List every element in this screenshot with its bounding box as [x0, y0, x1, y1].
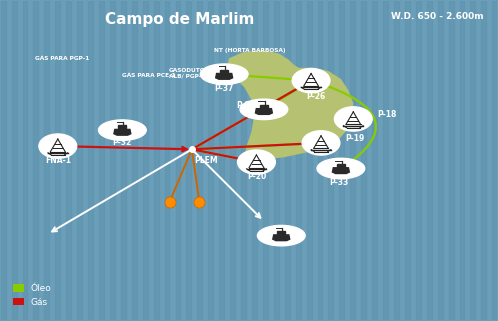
Polygon shape: [337, 164, 345, 169]
Polygon shape: [119, 126, 126, 130]
Bar: [350, 1, 355, 320]
Bar: [329, 1, 333, 320]
Circle shape: [238, 150, 275, 174]
Bar: [197, 1, 202, 320]
Bar: [427, 1, 432, 320]
Text: P-20: P-20: [247, 172, 266, 181]
Bar: [274, 1, 279, 320]
Bar: [460, 1, 465, 320]
Bar: [482, 1, 487, 320]
Text: W.D. 650 - 2.600m: W.D. 650 - 2.600m: [391, 12, 484, 21]
Text: P-37: P-37: [215, 84, 234, 93]
Bar: [175, 1, 180, 320]
Bar: [121, 1, 126, 320]
Bar: [339, 1, 344, 320]
Bar: [361, 1, 366, 320]
Ellipse shape: [99, 120, 146, 140]
Bar: [372, 1, 377, 320]
Bar: [143, 1, 147, 320]
Circle shape: [302, 131, 340, 155]
Text: P-19: P-19: [345, 134, 364, 143]
Bar: [33, 1, 38, 320]
Text: P-26: P-26: [306, 92, 326, 101]
Bar: [296, 1, 301, 320]
Ellipse shape: [257, 225, 305, 246]
Bar: [263, 1, 268, 320]
Polygon shape: [227, 50, 353, 159]
Bar: [88, 1, 93, 320]
Text: GÁS PARA PGP-1: GÁS PARA PGP-1: [35, 56, 90, 61]
Bar: [154, 1, 158, 320]
Bar: [22, 1, 27, 320]
Bar: [219, 1, 224, 320]
Legend: Óleo, Gás: Óleo, Gás: [10, 282, 54, 309]
Polygon shape: [220, 70, 228, 74]
Polygon shape: [255, 108, 272, 114]
Ellipse shape: [317, 158, 365, 179]
Text: Campo de Marlim: Campo de Marlim: [105, 12, 254, 27]
Bar: [416, 1, 421, 320]
Bar: [11, 1, 16, 320]
Bar: [438, 1, 443, 320]
Polygon shape: [277, 231, 285, 236]
Text: P-32: P-32: [113, 138, 132, 147]
Text: GÁS PARA PCE-1: GÁS PARA PCE-1: [123, 74, 176, 78]
Text: GASODUTO
ALB/ PGP-1: GASODUTO ALB/ PGP-1: [169, 68, 205, 78]
Text: NT (HORTA BARBOSA): NT (HORTA BARBOSA): [214, 48, 286, 53]
Text: P-18: P-18: [377, 110, 396, 119]
Bar: [55, 1, 60, 320]
Bar: [77, 1, 82, 320]
Bar: [44, 1, 49, 320]
Circle shape: [335, 107, 372, 131]
Bar: [252, 1, 257, 320]
Bar: [230, 1, 235, 320]
Ellipse shape: [240, 99, 288, 120]
FancyArrowPatch shape: [313, 81, 376, 169]
Bar: [186, 1, 191, 320]
Bar: [493, 1, 498, 320]
Bar: [66, 1, 71, 320]
Bar: [164, 1, 169, 320]
Text: P-35: P-35: [237, 101, 255, 110]
Bar: [241, 1, 246, 320]
Bar: [318, 1, 322, 320]
Ellipse shape: [200, 64, 248, 84]
Polygon shape: [260, 105, 268, 109]
Circle shape: [292, 68, 330, 93]
Bar: [394, 1, 399, 320]
Polygon shape: [114, 129, 131, 135]
Bar: [471, 1, 476, 320]
Bar: [285, 1, 290, 320]
Text: PLEM: PLEM: [194, 156, 218, 165]
Bar: [99, 1, 104, 320]
Circle shape: [39, 134, 77, 158]
Bar: [208, 1, 213, 320]
Bar: [132, 1, 137, 320]
Bar: [307, 1, 312, 320]
Text: P-33: P-33: [329, 178, 348, 187]
Polygon shape: [216, 74, 233, 79]
Bar: [110, 1, 115, 320]
Text: FNA-1: FNA-1: [45, 156, 71, 165]
Bar: [449, 1, 454, 320]
Bar: [383, 1, 388, 320]
Polygon shape: [273, 235, 290, 241]
Bar: [0, 1, 5, 320]
Bar: [405, 1, 410, 320]
Polygon shape: [333, 168, 349, 174]
